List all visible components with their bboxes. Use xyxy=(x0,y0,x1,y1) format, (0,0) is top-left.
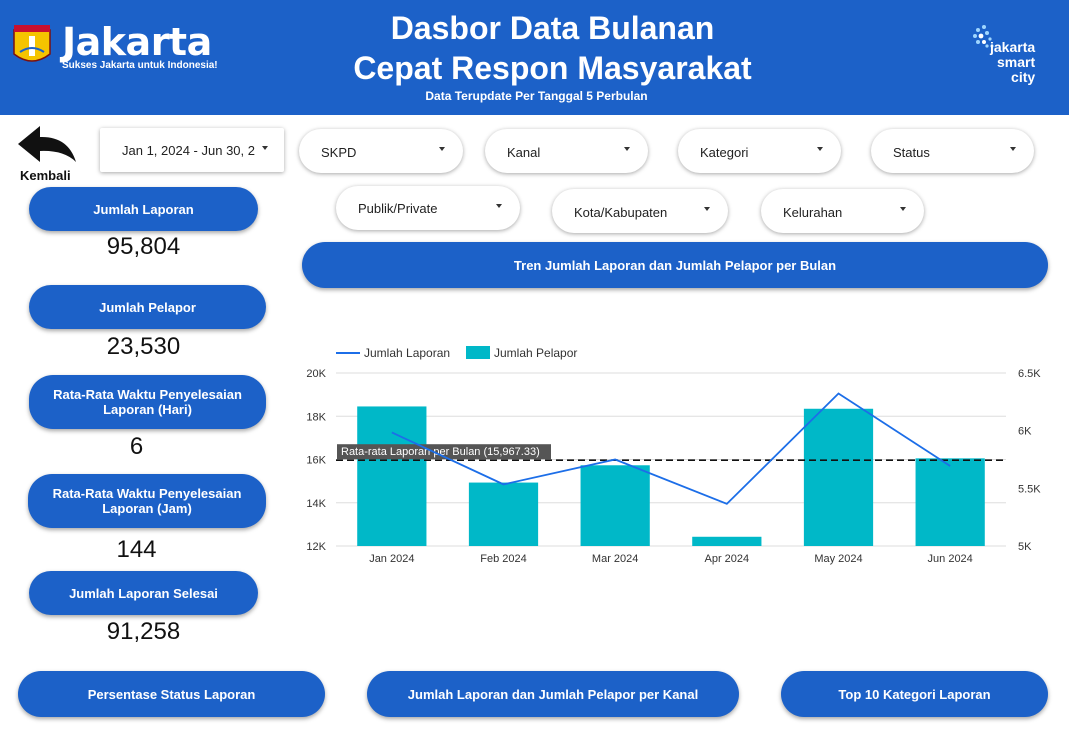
chevron-down-icon xyxy=(624,147,630,151)
kpi-label: Rata-Rata Waktu Penyelesaian Laporan (Ja… xyxy=(52,486,242,516)
bar-jumlah-pelapor xyxy=(580,465,650,546)
x-tick-label: May 2024 xyxy=(814,553,862,565)
y-right-tick-label: 5K xyxy=(1018,541,1032,553)
bar-jumlah-pelapor xyxy=(803,408,874,546)
page-title: Dasbor Data Bulanan Cepat Respon Masyara… xyxy=(300,8,805,88)
kpi-jumlah-pelapor-value: 23,530 xyxy=(106,333,181,360)
nav-label: Top 10 Kategori Laporan xyxy=(838,686,991,702)
kpi-label: Jumlah Laporan Selesai xyxy=(69,585,218,601)
filter-publik-private-label: Publik/Private xyxy=(358,201,438,216)
kpi-jumlah-laporan-button[interactable]: Jumlah Laporan xyxy=(29,187,258,231)
reference-label-bg xyxy=(337,444,551,460)
filter-status[interactable]: Status xyxy=(871,129,1034,173)
line-jumlah-laporan xyxy=(391,392,951,505)
kpi-waktu-jam-value: 144 xyxy=(116,536,157,563)
chevron-down-icon xyxy=(439,147,445,151)
kpi-laporan-selesai-button[interactable]: Jumlah Laporan Selesai xyxy=(29,571,258,615)
filter-kanal-label: Kanal xyxy=(507,145,541,160)
bar-jumlah-pelapor xyxy=(692,536,762,546)
y-left-tick-label: 20K xyxy=(306,368,326,380)
kpi-label: Jumlah Pelapor xyxy=(99,299,196,315)
header-banner: Jakarta Sukses Jakarta untuk Indonesia! … xyxy=(0,0,1069,115)
brand-block: Jakarta Sukses Jakarta untuk Indonesia! xyxy=(62,20,218,71)
filter-status-label: Status xyxy=(893,145,930,160)
filter-kelurahan[interactable]: Kelurahan xyxy=(761,189,924,233)
filter-kelurahan-label: Kelurahan xyxy=(783,205,843,220)
kpi-label: Jumlah Laporan xyxy=(93,201,194,217)
trend-chart: 12K 14K 16K 18K 20K 5K 5.5K 6K 6.5K Rata-rata Lap… xyxy=(306,346,1041,565)
kpi-jumlah-laporan-value: 95,804 xyxy=(106,233,181,260)
kpi-laporan-selesai-value: 91,258 xyxy=(106,618,181,645)
chevron-down-icon xyxy=(496,204,502,208)
smart-city-line1: jakarta xyxy=(990,39,1036,55)
smart-city-line3: city xyxy=(1011,69,1036,85)
kpi-waktu-jam-button[interactable]: Rata-Rata Waktu Penyelesaian Laporan (Ja… xyxy=(28,474,266,528)
y-left-tick-label: 18K xyxy=(306,411,326,423)
kpi-waktu-hari-value: 6 xyxy=(129,433,144,460)
nav-top-kategori-button[interactable]: Top 10 Kategori Laporan xyxy=(781,671,1048,717)
kpi-jumlah-pelapor-button[interactable]: Jumlah Pelapor xyxy=(29,285,266,329)
smart-city-logo-text: jakarta smart city xyxy=(990,40,1035,85)
back-button[interactable]: Kembali xyxy=(16,124,80,183)
x-tick-label: Feb 2024 xyxy=(480,553,526,565)
date-range-value: Jan 1, 2024 - Jun 30, 2 xyxy=(122,143,255,158)
bar-jumlah-pelapor xyxy=(468,482,539,546)
page-subtitle: Data Terupdate Per Tanggal 5 Perbulan xyxy=(425,89,648,103)
x-tick-label: Jan 2024 xyxy=(369,553,414,565)
brand-name: Jakarta xyxy=(62,20,212,64)
jakarta-seal-logo xyxy=(13,25,51,62)
smart-city-line2: smart xyxy=(997,54,1036,70)
chevron-down-icon xyxy=(262,146,268,150)
y-right-tick-label: 6K xyxy=(1018,426,1032,438)
filter-kota-kabupaten[interactable]: Kota/Kabupaten xyxy=(552,189,728,233)
chevron-down-icon xyxy=(817,147,823,151)
x-tick-label: Apr 2024 xyxy=(705,553,750,565)
chevron-down-icon xyxy=(704,207,710,211)
page-title-line1: Dasbor Data Bulanan xyxy=(390,10,715,46)
legend-jumlah-pelapor: Jumlah Pelapor xyxy=(494,346,577,360)
x-tick-label: Jun 2024 xyxy=(928,553,973,565)
brand-tagline: Sukses Jakarta untuk Indonesia! xyxy=(62,60,218,71)
chevron-down-icon xyxy=(1010,147,1016,151)
nav-persentase-status-button[interactable]: Persentase Status Laporan xyxy=(18,671,325,717)
back-arrow-icon xyxy=(18,126,76,162)
filter-skpd-label: SKPD xyxy=(321,145,357,160)
y-right-tick-label: 5.5K xyxy=(1018,483,1041,495)
back-label: Kembali xyxy=(20,168,71,183)
filter-publik-private[interactable]: Publik/Private xyxy=(336,186,520,230)
chevron-down-icon xyxy=(900,207,906,211)
filter-kanal[interactable]: Kanal xyxy=(485,129,648,173)
reference-line-label: Rata-rata Laporan per Bulan (15,967.33) xyxy=(341,446,540,458)
bar-jumlah-pelapor xyxy=(357,406,427,546)
filter-kategori-label: Kategori xyxy=(700,145,749,160)
bar-jumlah-pelapor xyxy=(915,458,985,546)
filter-skpd[interactable]: SKPD xyxy=(299,129,463,173)
y-left-tick-label: 14K xyxy=(306,498,326,510)
y-right-tick-label: 6.5K xyxy=(1018,368,1041,380)
y-left-tick-label: 16K xyxy=(306,455,326,467)
nav-label: Persentase Status Laporan xyxy=(87,686,256,702)
legend-bar-swatch xyxy=(466,346,490,359)
nav-label: Jumlah Laporan dan Jumlah Pelapor per Ka… xyxy=(407,686,699,702)
smart-city-dots-icon xyxy=(973,25,994,48)
chart-title: Tren Jumlah Laporan dan Jumlah Pelapor p… xyxy=(513,257,837,273)
nav-kanal-button[interactable]: Jumlah Laporan dan Jumlah Pelapor per Ka… xyxy=(367,671,739,717)
filter-kategori[interactable]: Kategori xyxy=(678,129,841,173)
legend-jumlah-laporan: Jumlah Laporan xyxy=(364,346,450,360)
page-title-line2: Cepat Respon Masyarakat xyxy=(353,50,752,86)
kpi-label: Rata-Rata Waktu Penyelesaian Laporan (Ha… xyxy=(53,387,242,417)
date-range-filter[interactable]: Jan 1, 2024 - Jun 30, 2 xyxy=(100,128,284,172)
filter-kota-kabupaten-label: Kota/Kabupaten xyxy=(574,205,668,220)
y-left-tick-label: 12K xyxy=(306,541,326,553)
kpi-waktu-hari-button[interactable]: Rata-Rata Waktu Penyelesaian Laporan (Ha… xyxy=(29,375,266,429)
x-tick-label: Mar 2024 xyxy=(592,553,638,565)
chart-title-button[interactable]: Tren Jumlah Laporan dan Jumlah Pelapor p… xyxy=(302,242,1048,288)
